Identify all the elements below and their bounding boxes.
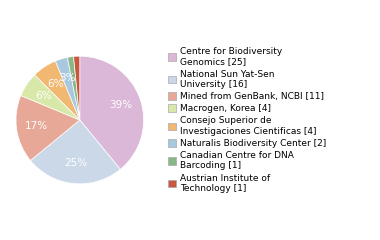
Wedge shape (16, 96, 80, 161)
Legend: Centre for Biodiversity
Genomics [25], National Sun Yat-Sen
University [16], Min: Centre for Biodiversity Genomics [25], N… (168, 47, 326, 193)
Wedge shape (35, 61, 80, 120)
Text: 17%: 17% (25, 121, 48, 131)
Wedge shape (21, 75, 80, 120)
Text: 3%: 3% (59, 73, 76, 84)
Text: 39%: 39% (109, 100, 132, 110)
Text: 6%: 6% (35, 91, 52, 101)
Wedge shape (30, 120, 120, 184)
Wedge shape (55, 57, 80, 120)
Text: 25%: 25% (64, 158, 87, 168)
Wedge shape (67, 56, 80, 120)
Wedge shape (80, 56, 144, 169)
Text: 6%: 6% (48, 79, 64, 89)
Wedge shape (74, 56, 80, 120)
